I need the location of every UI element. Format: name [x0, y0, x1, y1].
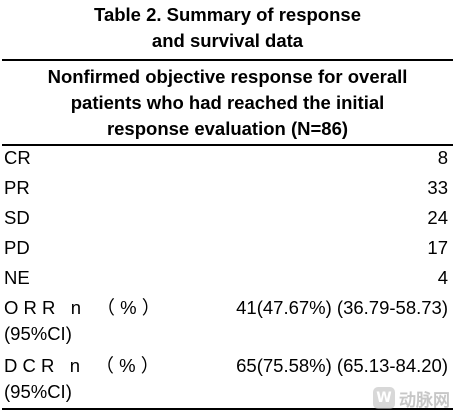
watermark-text: 动脉网: [399, 390, 450, 411]
row-value: 17: [427, 237, 448, 258]
watermark: W 动脉网: [373, 386, 451, 411]
row-label: O R R n （ % ） (95%CI): [4, 295, 160, 347]
row-label-line1: O R R n （ % ）: [4, 297, 161, 318]
row-value: 41(47.67%) (36.79-58.73): [236, 297, 448, 318]
row-label: NE: [4, 267, 30, 288]
row-label: PD: [4, 237, 30, 258]
subhead-line1: Nonfirmed objective response for overall: [47, 66, 408, 87]
row-label: SD: [4, 207, 30, 228]
table-title-line2: and survival data: [151, 30, 304, 51]
subhead-line3: response evaluation (N=86): [106, 118, 349, 139]
top-rule: [2, 59, 453, 61]
subhead-line2: patients who had reached the initial: [70, 92, 385, 113]
row-label: PR: [4, 177, 30, 198]
row-value: 8: [437, 147, 448, 168]
row-value: 4: [437, 267, 448, 288]
row-value: 65(75.58%) (65.13-84.20): [236, 355, 448, 376]
row-label: CR: [4, 147, 31, 168]
row-value: 33: [427, 177, 448, 198]
row-label: D C R n （ % ） (95%CI): [4, 353, 159, 405]
row-label-line2: (95%CI): [4, 323, 72, 344]
table-subhead: Nonfirmed objective response for overall…: [0, 64, 455, 142]
row-label-line2: (95%CI): [4, 381, 72, 402]
table-title: Table 2. Summary of response and surviva…: [0, 2, 455, 54]
table-row-orr: O R R n （ % ） (95%CI) 41(47.67%) (36.79-…: [4, 295, 448, 347]
table-title-line1: Table 2. Summary of response: [94, 4, 361, 25]
header-rule: [2, 144, 453, 146]
row-value: 24: [427, 207, 448, 228]
bottom-rule: [2, 408, 453, 410]
row-label-line1: D C R n （ % ）: [4, 355, 160, 376]
watermark-logo-icon: W: [373, 387, 395, 409]
table-row-dcr: D C R n （ % ） (95%CI) 65(75.58%) (65.13-…: [4, 353, 448, 405]
